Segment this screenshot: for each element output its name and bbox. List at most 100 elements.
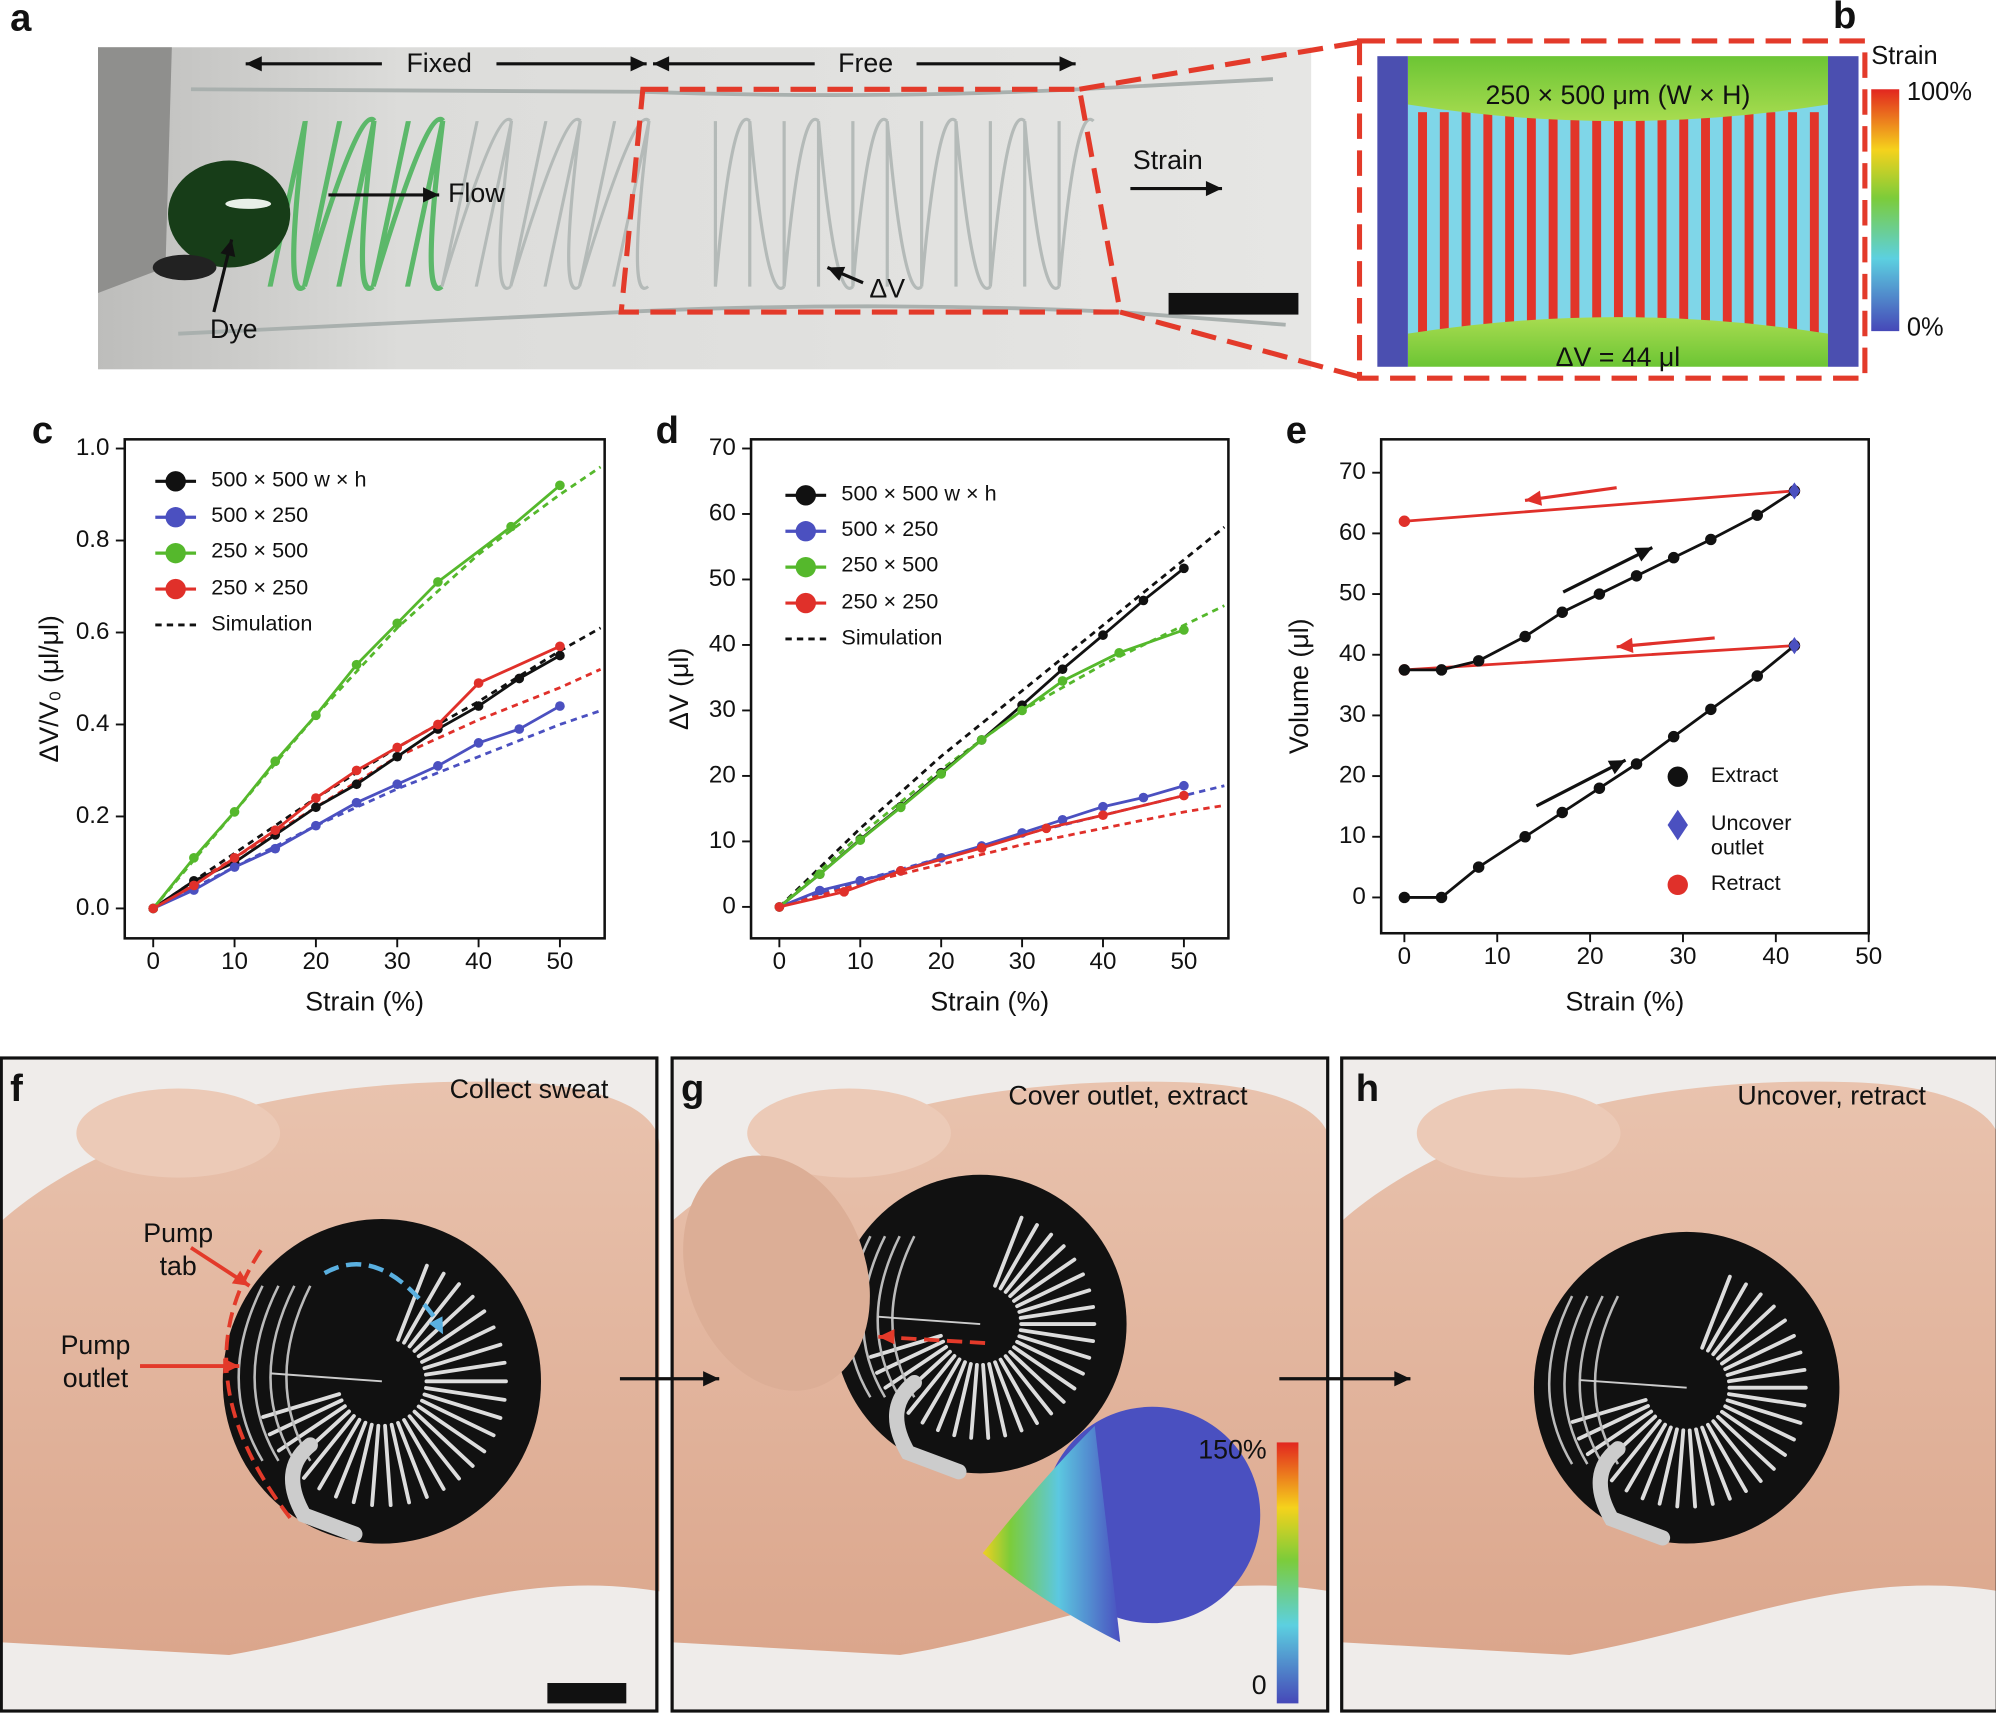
device-channel <box>1585 1409 1654 1457</box>
arrow-head <box>231 1270 250 1286</box>
label: tab <box>160 1251 197 1281</box>
legend-label: Simulation <box>211 610 313 636</box>
device-channel <box>993 1215 1024 1288</box>
x-tick-label: 40 <box>1090 948 1117 975</box>
data-point <box>229 853 240 863</box>
data-point <box>392 618 403 629</box>
plot-frame <box>749 438 1230 940</box>
device-channel <box>1012 1257 1077 1303</box>
device-channel <box>396 1263 429 1342</box>
arrow-head <box>220 239 236 257</box>
stripe <box>1483 112 1493 339</box>
label: 0% <box>1907 313 1944 341</box>
stripe <box>1613 112 1623 339</box>
data-point <box>392 751 403 762</box>
arrow-head <box>1616 637 1634 653</box>
photo-panel <box>670 1056 1329 1713</box>
stripe <box>1809 112 1819 339</box>
panel-frame <box>0 1056 659 1713</box>
channel <box>336 120 377 291</box>
data-point <box>1630 570 1643 582</box>
legend-marker <box>165 507 186 528</box>
photo-panel <box>1340 1056 1996 1713</box>
device-channel <box>412 1409 475 1468</box>
device-channel <box>1017 1288 1092 1314</box>
label: d <box>656 409 679 452</box>
device-channel <box>1720 1318 1787 1366</box>
device-channel <box>1727 1367 1807 1384</box>
channel <box>816 120 855 290</box>
legend-marker <box>165 471 186 492</box>
label: b <box>1833 0 1856 37</box>
device-channel <box>1008 1350 1066 1404</box>
legend-entry: 500 × 250 <box>211 503 309 528</box>
stripe <box>1526 112 1536 339</box>
flow-arrow <box>323 1262 442 1326</box>
stripe <box>1722 112 1732 339</box>
device-channel <box>370 1423 381 1507</box>
channel <box>988 117 1026 287</box>
device-channel <box>1012 1345 1077 1391</box>
label: Fixed <box>406 48 471 78</box>
channel <box>1057 117 1095 287</box>
legend-entry: Retract <box>1711 871 1781 895</box>
device-channel <box>351 1422 374 1505</box>
channel <box>851 117 889 287</box>
y-tick-label: 70 <box>709 434 736 461</box>
y-tick-label: 10 <box>709 827 736 854</box>
channel <box>885 120 923 290</box>
data-point <box>1057 814 1068 825</box>
pump-arc <box>1593 1295 1620 1465</box>
label: Collect sweat <box>450 1074 609 1104</box>
data-point <box>351 779 362 790</box>
panel-frame <box>670 1056 1330 1713</box>
channel <box>509 117 582 287</box>
device-line <box>877 1315 981 1325</box>
device-channel <box>1723 1404 1796 1442</box>
green-top <box>1407 56 1828 122</box>
label: f <box>10 1067 23 1110</box>
data-point <box>514 724 525 734</box>
legend-entry: 500 × 500 w × h <box>211 467 366 491</box>
data-point <box>1751 670 1763 682</box>
clamp-right <box>1827 56 1859 367</box>
stripe <box>1744 112 1754 339</box>
x-tick-label: 50 <box>1855 943 1882 970</box>
legend-entry: Extract <box>1711 763 1778 787</box>
pump-arc <box>237 1285 264 1462</box>
data-point <box>270 843 281 854</box>
device-channel <box>987 1362 1008 1438</box>
device-channel <box>998 1223 1039 1291</box>
stripe <box>1548 112 1558 339</box>
arrow-head <box>1205 180 1223 197</box>
channel <box>370 116 445 287</box>
device-channel <box>1725 1398 1803 1425</box>
device-channel <box>1017 1334 1092 1360</box>
legend-label: 500 × 250 <box>211 503 309 528</box>
legend-entry: 250 × 250 <box>841 589 938 613</box>
sim-cone <box>982 1425 1121 1643</box>
data-point <box>1435 664 1448 676</box>
data-point <box>1472 861 1485 873</box>
label: 100% <box>1907 78 1972 106</box>
x-tick-label: 10 <box>1484 943 1511 970</box>
data-point <box>1017 705 1027 716</box>
stretch-line <box>878 1334 987 1346</box>
data-point <box>433 577 443 587</box>
channel <box>474 120 514 290</box>
device-channel <box>407 1414 461 1481</box>
data-point <box>1098 801 1108 812</box>
data-point <box>311 820 321 831</box>
channel <box>713 117 751 287</box>
data-point <box>433 719 443 730</box>
data-point <box>555 641 565 652</box>
y-tick-label: 1.0 <box>76 434 110 461</box>
data-point <box>473 678 484 688</box>
legend-entry: 500 × 500 w × h <box>841 481 996 505</box>
y-tick-label: 0.4 <box>76 710 110 737</box>
legend-entry: 250 × 250 <box>211 575 308 599</box>
channel <box>1023 120 1061 290</box>
simulation-line <box>778 525 1226 908</box>
colorbar <box>1871 89 1900 332</box>
